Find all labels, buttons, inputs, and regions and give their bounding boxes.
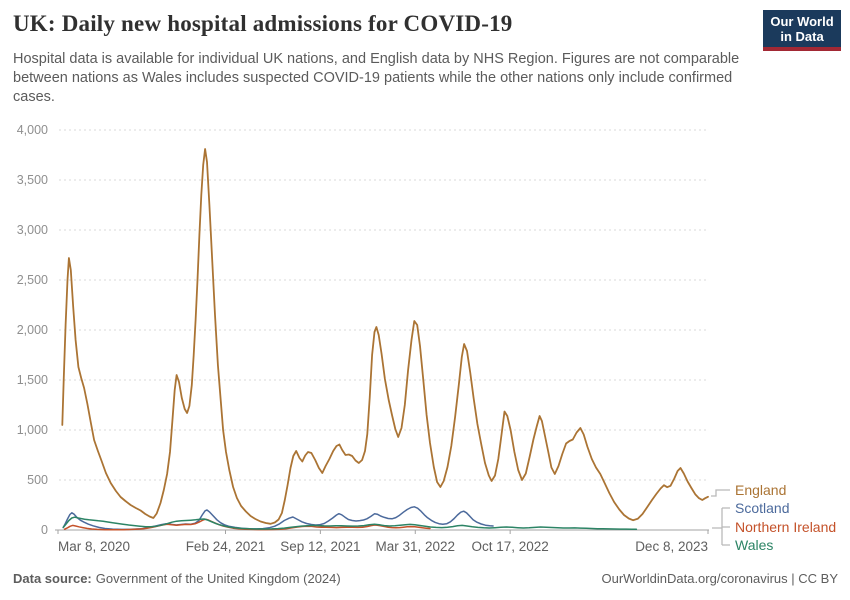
series-line-wales[interactable] (62, 516, 638, 530)
y-axis-tick-label: 3,500 (17, 173, 48, 187)
x-axis-tick-label: Mar 8, 2020 (58, 539, 130, 554)
y-axis-tick-label: 0 (41, 523, 48, 537)
data-source-note: Data source: Government of the United Kin… (13, 571, 341, 586)
y-axis-tick-label: 2,000 (17, 323, 48, 337)
y-axis-tick-label: 1,500 (17, 373, 48, 387)
owid-logo[interactable]: Our World in Data (763, 10, 841, 51)
owid-logo-line2: in Data (780, 29, 824, 44)
legend-item-england[interactable]: England (735, 482, 787, 498)
y-axis-tick-label: 1,000 (17, 423, 48, 437)
y-axis-tick-label: 4,000 (17, 123, 48, 137)
legend-connector-england (711, 489, 730, 497)
x-axis-tick-label: Dec 8, 2023 (635, 539, 708, 554)
x-axis-tick-label: Sep 12, 2021 (280, 539, 360, 554)
legend-item-scotland[interactable]: Scotland (735, 500, 790, 516)
y-axis-tick-label: 3,000 (17, 223, 48, 237)
data-source-label: Data source: (13, 571, 92, 586)
legend-item-wales[interactable]: Wales (735, 537, 774, 553)
x-axis-tick-label: Oct 17, 2022 (471, 539, 548, 554)
owid-logo-line1: Our World (770, 14, 834, 29)
legend-item-northern-ireland[interactable]: Northern Ireland (735, 519, 837, 535)
chart-subtitle: Hospital data is available for individua… (13, 51, 740, 105)
series-line-england[interactable] (61, 148, 709, 525)
y-axis-tick-label: 500 (27, 473, 48, 487)
x-axis-tick-label: Feb 24, 2021 (186, 539, 266, 554)
owid-url-license[interactable]: OurWorldinData.org/coronavirus | CC BY (601, 571, 838, 586)
legend-connector-bracket (712, 507, 730, 546)
y-axis-tick-label: 2,500 (17, 273, 48, 287)
chart-title: UK: Daily new hospital admissions for CO… (13, 11, 513, 36)
x-axis-tick-label: Mar 31, 2022 (375, 539, 455, 554)
data-source-text: Government of the United Kingdom (2024) (95, 571, 341, 586)
